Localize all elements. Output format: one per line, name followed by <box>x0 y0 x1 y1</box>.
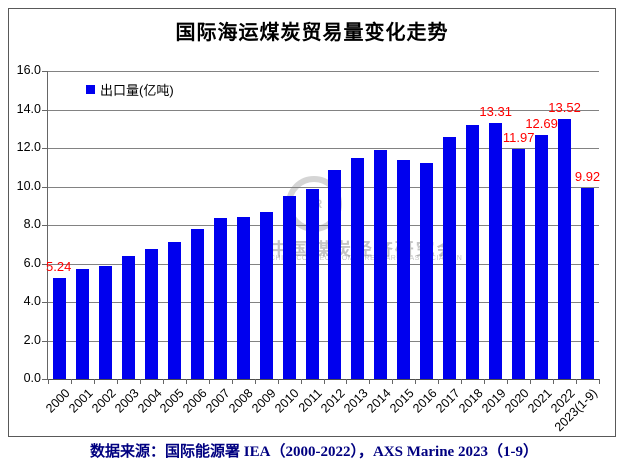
x-axis-tick <box>231 379 233 384</box>
bar-value-label: 9.92 <box>574 169 601 184</box>
legend: 出口量(亿吨) <box>86 80 174 99</box>
bar <box>374 149 388 379</box>
x-axis-tick <box>507 379 509 384</box>
bar-value-label: 12.69 <box>525 115 558 131</box>
bar <box>213 218 227 379</box>
x-axis-tick <box>346 379 348 384</box>
chart-title: 国际海运煤炭贸易量变化走势 <box>175 22 449 44</box>
y-axis-tick <box>42 340 48 342</box>
data-source-note: 数据来源：国际能源署 IEA（2000-2022），AXS Marine 202… <box>90 444 538 460</box>
gridline <box>48 225 599 226</box>
y-axis-label: 0.0 <box>23 371 41 385</box>
legend-swatch-icon <box>86 85 95 94</box>
x-axis-tick <box>300 379 302 384</box>
x-axis-tick <box>70 379 72 384</box>
bar-value-label: 13.31 <box>479 103 512 119</box>
legend-label: 出口量(亿吨) <box>100 83 174 98</box>
bar <box>512 148 526 379</box>
x-axis-tick <box>530 379 532 384</box>
gridline <box>48 148 599 149</box>
x-axis-tick <box>208 379 210 384</box>
y-axis-label: 8.0 <box>23 217 41 231</box>
x-axis-tick <box>116 379 118 384</box>
bar <box>236 217 250 379</box>
x-axis-tick <box>392 379 394 384</box>
bar-value-label: 13.52 <box>548 99 581 115</box>
bar <box>167 242 181 379</box>
bar <box>443 136 457 379</box>
y-axis-tick <box>42 109 48 111</box>
bar <box>282 196 296 379</box>
bar-value-label: 11.97 <box>502 129 535 145</box>
x-axis-tick <box>369 379 371 384</box>
y-axis-label: 14.0 <box>16 101 41 116</box>
x-axis-tick <box>438 379 440 384</box>
y-axis-label: 6.0 <box>23 255 41 270</box>
bar <box>121 255 135 379</box>
y-axis-tick <box>42 71 48 72</box>
watermark-english-text: CHINA COAL ECONOMIC RESEARCH ASSOCIATION <box>270 255 463 262</box>
x-axis-tick <box>185 379 187 384</box>
bar <box>328 170 342 379</box>
y-axis-tick <box>42 186 48 188</box>
x-axis-tick <box>461 379 463 384</box>
y-axis-tick <box>42 148 48 149</box>
bar <box>351 157 365 379</box>
gridline <box>48 109 599 111</box>
x-axis-tick <box>484 379 486 384</box>
bar-value-label: 5.24 <box>46 259 72 275</box>
x-axis-tick <box>48 379 49 384</box>
bar <box>305 189 319 379</box>
x-axis-tick <box>254 379 256 384</box>
bar <box>397 159 411 379</box>
bar <box>259 211 273 379</box>
x-axis-tick <box>415 379 417 384</box>
bar <box>466 124 480 379</box>
y-axis-tick <box>42 302 48 303</box>
y-axis-label: 10.0 <box>16 178 41 193</box>
y-axis-label: 2.0 <box>23 332 41 347</box>
y-axis-tick <box>42 225 48 226</box>
gridline <box>48 71 599 72</box>
gridline <box>48 186 599 188</box>
bar <box>420 163 434 379</box>
x-axis-tick <box>576 379 578 384</box>
plot-area: ER 中国煤炭经济研究会 CHINA COAL ECONOMIC RESEARC… <box>17 63 601 434</box>
x-axis-tick <box>93 379 95 384</box>
bar <box>558 118 572 379</box>
bar <box>144 249 158 379</box>
y-axis-label: 16.0 <box>16 63 41 77</box>
bar <box>489 122 503 379</box>
bar <box>581 188 595 379</box>
y-axis-tick <box>42 263 48 265</box>
gridline <box>48 340 599 342</box>
bar <box>535 134 549 379</box>
gridline <box>48 302 599 303</box>
gridline <box>48 263 599 265</box>
x-axis-tick <box>162 379 164 384</box>
x-axis-tick <box>553 379 555 384</box>
x-axis-tick <box>139 379 141 384</box>
bar <box>52 278 66 379</box>
y-axis-tick <box>42 379 48 380</box>
y-axis-label: 12.0 <box>16 140 41 154</box>
x-axis-tick <box>277 379 279 384</box>
y-axis-label: 4.0 <box>23 294 41 308</box>
x-axis-tick <box>323 379 325 384</box>
bar <box>190 228 204 379</box>
x-axis-tick <box>599 379 600 384</box>
bar <box>75 269 89 379</box>
bar <box>98 266 112 379</box>
